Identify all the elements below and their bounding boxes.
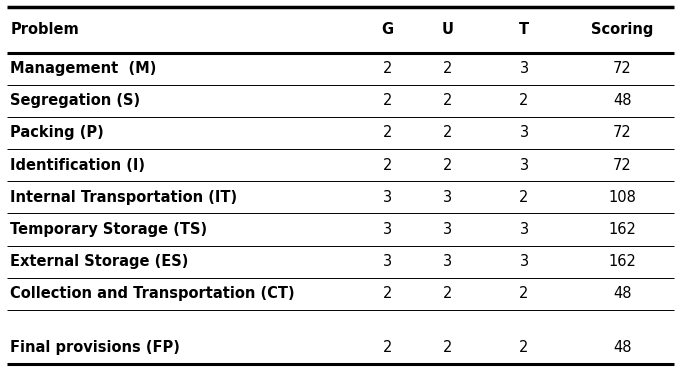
Text: 2: 2: [443, 158, 452, 173]
Text: 108: 108: [609, 190, 637, 205]
Text: 2: 2: [383, 61, 392, 76]
Text: 2: 2: [443, 125, 452, 141]
Text: 48: 48: [613, 93, 632, 108]
Text: 3: 3: [520, 61, 528, 76]
Text: Internal Transportation (IT): Internal Transportation (IT): [10, 190, 237, 205]
Text: 2: 2: [383, 93, 392, 108]
Text: Packing (P): Packing (P): [10, 125, 104, 141]
Text: 2: 2: [383, 286, 392, 301]
Text: 162: 162: [609, 222, 637, 237]
Text: 3: 3: [520, 125, 528, 141]
Text: 2: 2: [443, 286, 452, 301]
Text: G: G: [381, 23, 394, 37]
Text: 3: 3: [383, 254, 392, 269]
Text: 2: 2: [443, 93, 452, 108]
Text: 3: 3: [383, 222, 392, 237]
Text: 48: 48: [613, 340, 632, 355]
Text: External Storage (ES): External Storage (ES): [10, 254, 189, 269]
Text: 3: 3: [520, 254, 528, 269]
Text: U: U: [441, 23, 454, 37]
Text: 48: 48: [613, 286, 632, 301]
Text: 3: 3: [443, 254, 452, 269]
Text: Management  (M): Management (M): [10, 61, 157, 76]
Text: 3: 3: [520, 222, 528, 237]
Text: 3: 3: [383, 190, 392, 205]
Text: Segregation (S): Segregation (S): [10, 93, 140, 108]
Text: Temporary Storage (TS): Temporary Storage (TS): [10, 222, 207, 237]
Text: 3: 3: [520, 158, 528, 173]
Text: 2: 2: [383, 125, 392, 141]
Text: 2: 2: [383, 340, 392, 355]
Text: 2: 2: [520, 190, 528, 205]
Text: 3: 3: [443, 190, 452, 205]
Text: 2: 2: [443, 340, 452, 355]
Text: 2: 2: [443, 61, 452, 76]
Text: 2: 2: [520, 340, 528, 355]
Text: 2: 2: [520, 93, 528, 108]
Text: 3: 3: [443, 222, 452, 237]
Text: 72: 72: [613, 61, 632, 76]
Text: 2: 2: [520, 286, 528, 301]
Text: Problem: Problem: [10, 23, 79, 37]
Text: Collection and Transportation (CT): Collection and Transportation (CT): [10, 286, 295, 301]
Text: 2: 2: [383, 158, 392, 173]
Text: Identification (I): Identification (I): [10, 158, 145, 173]
Text: T: T: [519, 23, 529, 37]
Text: Scoring: Scoring: [591, 23, 654, 37]
Text: Final provisions (FP): Final provisions (FP): [10, 340, 180, 355]
Text: 72: 72: [613, 125, 632, 141]
Text: 162: 162: [609, 254, 637, 269]
Text: 72: 72: [613, 158, 632, 173]
